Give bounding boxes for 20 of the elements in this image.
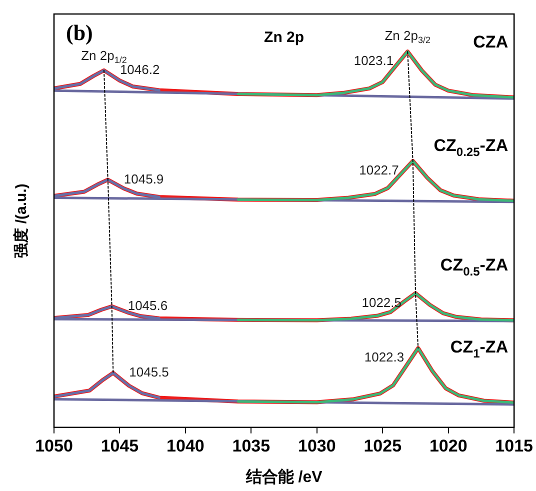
annotation: 1022.5: [362, 294, 402, 310]
x-tick-label: 1040: [166, 436, 204, 456]
x-tick-label: 1035: [232, 436, 270, 456]
x-tick-label: 1020: [429, 436, 468, 456]
x-tick-label: 1050: [35, 436, 73, 456]
annotation: 1045.6: [128, 298, 168, 313]
annotation: 1022.7: [359, 162, 399, 178]
y-axis-title: 强度 /(a.u.): [12, 184, 30, 258]
x-tick-label: 1045: [100, 436, 139, 456]
annotation: 1023.1: [354, 53, 394, 68]
chart-title: Zn 2p: [264, 29, 304, 46]
text: CZA: [473, 32, 508, 52]
annotation: 1045.5: [129, 364, 169, 380]
text: (b): [66, 20, 93, 45]
annotation: 1045.9: [124, 171, 164, 186]
x-tick-label: 1030: [298, 436, 336, 456]
x-tick-label: 1025: [364, 436, 402, 456]
annotation: 1022.3: [364, 350, 404, 365]
x-tick-label: 1015: [495, 436, 534, 456]
x-axis-title: 结合能 /eV: [244, 468, 323, 486]
